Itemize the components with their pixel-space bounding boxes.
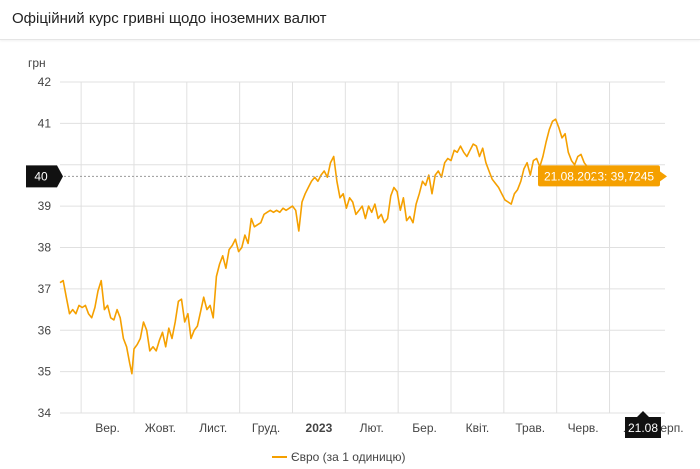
x-tick-label: Бер. <box>412 421 437 435</box>
series-layer <box>59 118 598 375</box>
y-tick-label: 35 <box>38 365 52 379</box>
x-tick-label: Жовт. <box>145 421 176 435</box>
x-tick-label: Лист. <box>199 421 227 435</box>
y-tick-label: 41 <box>38 116 52 130</box>
x-value-label: 21.08 <box>628 421 658 435</box>
y-value-label: 40 <box>34 169 48 183</box>
legend-label: Євро (за 1 одиницю) <box>291 450 406 464</box>
x-tick-label: Квіт. <box>466 421 490 435</box>
chart-grid <box>60 81 665 414</box>
y-value-marker <box>26 165 63 188</box>
series-line-euro <box>59 118 598 375</box>
chart-legend[interactable]: Євро (за 1 одиницю) <box>272 450 406 464</box>
y-tick-label: 39 <box>38 199 52 213</box>
data-point-marker <box>593 173 600 180</box>
x-axis: Вер. Жовт. Лист. Груд. 2023 Лют. Бер. Квіт. Трав… <box>95 421 683 435</box>
x-tick-label: Черв. <box>568 421 599 435</box>
y-tick-label: 34 <box>38 406 52 420</box>
y-tick-label: 37 <box>38 282 52 296</box>
x-tick-label: 2023 <box>306 421 333 435</box>
x-tick-label: Лют. <box>360 421 384 435</box>
page-title: Офіційний курс гривні щодо іноземних вал… <box>12 10 327 27</box>
y-axis: 34 35 36 37 38 39 41 42 грн <box>28 56 51 420</box>
y-tick-label: 38 <box>38 241 52 255</box>
y-tick-label: 42 <box>38 75 52 89</box>
x-tick-label: Груд. <box>252 421 280 435</box>
tooltip-arrow <box>660 171 667 182</box>
page-header: Офіційний курс гривні щодо іноземних вал… <box>0 0 700 40</box>
x-tick-label: Трав. <box>515 421 545 435</box>
x-value-marker <box>625 411 661 438</box>
y-axis-unit: грн <box>28 56 46 70</box>
y-tick-label: 36 <box>38 323 52 337</box>
x-tick-label: Вер. <box>95 421 120 435</box>
